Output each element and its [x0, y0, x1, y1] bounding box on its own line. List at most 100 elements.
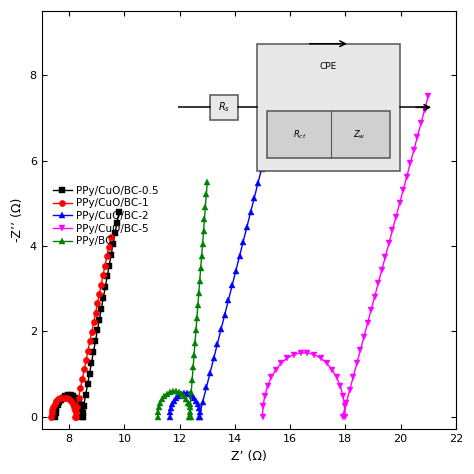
PPy/CuO/BC-1 — [57, 395, 63, 401]
PPy/CuO/BC-2 — [244, 224, 250, 230]
PPy/CuO/BC-5 — [361, 334, 367, 339]
PPy/BC — [188, 414, 193, 419]
PPy/BC — [185, 401, 191, 406]
PPy/CuO/BC-1 — [55, 397, 61, 402]
PPy/CuO/BC-0.5 — [53, 414, 58, 419]
PPy/CuO/BC-5 — [337, 383, 343, 389]
PPy/BC — [193, 328, 199, 333]
PPy/CuO/BC-5 — [278, 360, 284, 366]
PPy/CuO/BC-0.5 — [56, 400, 62, 405]
PPy/CuO/BC-2 — [167, 410, 173, 415]
PPy/CuO/BC-1 — [73, 410, 79, 416]
PPy/CuO/BC-5 — [340, 393, 346, 399]
PPy/CuO/BC-0.5 — [70, 393, 76, 399]
PPy/CuO/BC-1 — [78, 385, 83, 391]
PPy/BC — [201, 228, 206, 234]
PPy/CuO/BC-5 — [329, 367, 335, 373]
PPy/CuO/BC-5 — [379, 267, 384, 273]
PPy/CuO/BC-1 — [80, 376, 85, 382]
PPy/CuO/BC-5 — [397, 201, 402, 206]
PPy/CuO/BC-1 — [49, 407, 55, 412]
PPy/BC — [156, 405, 162, 410]
PPy/CuO/BC-5 — [393, 214, 399, 219]
PPy/BC — [198, 265, 203, 271]
PPy/CuO/BC-5 — [408, 160, 413, 166]
PPy/CuO/BC-2 — [175, 393, 181, 399]
PPy/CuO/BC-5 — [262, 393, 268, 399]
PPy/BC — [190, 365, 196, 370]
PPy/CuO/BC-0.5 — [78, 402, 84, 408]
PPy/CuO/BC-1 — [73, 407, 78, 412]
PPy/CuO/BC-5 — [298, 350, 303, 356]
PPy/CuO/BC-0.5 — [116, 209, 122, 215]
PPy/CuO/BC-1 — [64, 395, 70, 401]
PPy/CuO/BC-0.5 — [79, 414, 84, 419]
PPy/BC — [200, 241, 205, 246]
PPy/CuO/BC-2 — [193, 398, 199, 404]
PPy/CuO/BC-2 — [184, 391, 190, 396]
PPy/CuO/BC-5 — [260, 414, 265, 419]
PPy/CuO/BC-5 — [425, 94, 431, 100]
PPy/CuO/BC-2 — [197, 410, 203, 415]
PPy/CuO/BC-5 — [318, 355, 323, 361]
PPy/BC — [194, 315, 200, 320]
PPy/BC — [188, 389, 194, 395]
PPy/CuO/BC-5 — [334, 374, 339, 380]
PPy/CuO/BC-1 — [99, 282, 104, 287]
PPy/CuO/BC-2 — [277, 93, 283, 99]
PPy/BC — [159, 397, 165, 402]
PPy/CuO/BC-2 — [263, 151, 268, 157]
PPy/CuO/BC-2 — [226, 297, 231, 303]
PPy/CuO/BC-2 — [198, 414, 203, 419]
PPy/CuO/BC-1 — [73, 414, 79, 419]
PPy/CuO/BC-2 — [233, 268, 239, 273]
PPy/BC — [188, 409, 193, 415]
PPy/CuO/BC-0.5 — [79, 406, 85, 412]
PPy/BC — [191, 352, 197, 358]
PPy/CuO/BC-0.5 — [55, 402, 60, 408]
PPy/CuO/BC-5 — [350, 374, 356, 380]
PPy/BC — [201, 216, 207, 222]
Legend: PPy/CuO/BC-0.5, PPy/CuO/BC-1, PPy/CuO/BC-2, PPy/CuO/BC-5, PPy/BC: PPy/CuO/BC-0.5, PPy/CuO/BC-1, PPy/CuO/BC… — [51, 183, 161, 248]
PPy/CuO/BC-5 — [357, 347, 363, 353]
PPy/CuO/BC-2 — [191, 395, 197, 401]
PPy/CuO/BC-1 — [93, 310, 99, 316]
PPy/CuO/BC-1 — [68, 399, 74, 404]
PPy/BC — [203, 191, 209, 197]
PPy/CuO/BC-1 — [62, 395, 68, 401]
PPy/CuO/BC-0.5 — [60, 395, 66, 401]
PPy/CuO/BC-2 — [173, 395, 179, 401]
PPy/BC — [176, 389, 182, 395]
PPy/CuO/BC-1 — [100, 272, 106, 278]
PPy/CuO/BC-1 — [76, 395, 82, 401]
PPy/CuO/BC-2 — [200, 399, 206, 405]
PPy/BC — [202, 204, 208, 210]
PPy/CuO/BC-2 — [195, 401, 201, 407]
Line: PPy/CuO/BC-1: PPy/CuO/BC-1 — [48, 234, 114, 420]
PPy/CuO/BC-2 — [251, 195, 257, 201]
PPy/CuO/BC-5 — [311, 352, 317, 357]
PPy/CuO/BC-1 — [108, 235, 113, 240]
PPy/CuO/BC-2 — [259, 166, 264, 172]
PPy/CuO/BC-0.5 — [65, 392, 71, 398]
PPy/BC — [195, 302, 201, 308]
PPy/BC — [155, 414, 160, 419]
PPy/CuO/BC-1 — [48, 414, 54, 419]
PPy/CuO/BC-5 — [390, 227, 395, 233]
PPy/CuO/BC-1 — [89, 329, 95, 335]
PPy/CuO/BC-2 — [281, 78, 286, 84]
PPy/CuO/BC-2 — [266, 137, 272, 142]
Y-axis label: -Z’’ (Ω): -Z’’ (Ω) — [11, 198, 24, 243]
PPy/CuO/BC-2 — [273, 108, 279, 113]
PPy/CuO/BC-2 — [187, 391, 192, 397]
PPy/CuO/BC-5 — [386, 240, 392, 246]
PPy/CuO/BC-1 — [54, 399, 59, 404]
PPy/CuO/BC-5 — [268, 374, 274, 380]
Line: PPy/BC: PPy/BC — [154, 178, 211, 420]
PPy/CuO/BC-0.5 — [77, 400, 82, 405]
PPy/CuO/BC-2 — [222, 312, 228, 318]
PPy/CuO/BC-1 — [85, 348, 91, 354]
PPy/CuO/BC-5 — [342, 403, 347, 409]
PPy/CuO/BC-1 — [87, 338, 93, 344]
PPy/CuO/BC-1 — [83, 357, 89, 363]
